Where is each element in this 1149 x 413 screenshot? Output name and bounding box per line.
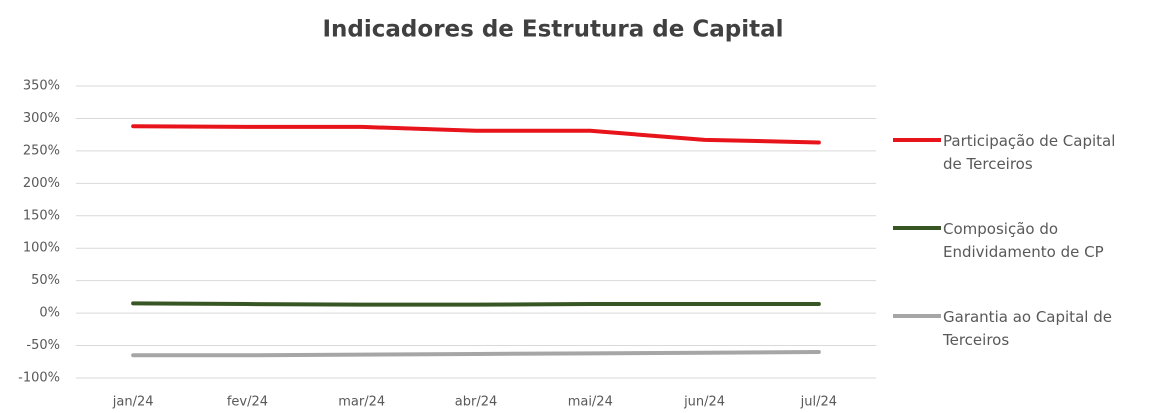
y-tick-label: 0% (39, 306, 60, 321)
legend-label: Garantia ao Capital de Terceiros (943, 308, 1112, 349)
x-tick-label: abr/24 (455, 395, 498, 410)
series-line (131, 301, 821, 307)
legend-label: Participação de Capital de Terceiros (943, 132, 1116, 173)
y-tick-label: 350% (23, 79, 60, 94)
chart-title: Indicadores de Estrutura de Capital (323, 17, 784, 43)
y-tick-label: 100% (23, 241, 60, 256)
legend-swatch (893, 226, 941, 230)
legend-swatch (893, 314, 941, 318)
y-tick-label: 200% (23, 176, 60, 191)
series-line (131, 350, 821, 358)
x-tick-label: mar/24 (338, 395, 385, 410)
legend-label: Composição do Endividamento de CP (943, 220, 1104, 261)
legend-swatch (893, 138, 941, 142)
legend-item: Garantia ao Capital de Terceiros (893, 306, 1143, 352)
y-tick-label: 250% (23, 143, 60, 158)
legend-item: Composição do Endividamento de CP (893, 218, 1143, 264)
series-line (131, 124, 821, 145)
legend-item: Participação de Capital de Terceiros (893, 130, 1143, 176)
y-tick-label: 150% (23, 208, 60, 223)
y-tick-label: 50% (31, 273, 60, 288)
y-tick-label: 300% (23, 111, 60, 126)
x-tick-label: jul/24 (800, 395, 837, 410)
x-tick-label: jun/24 (683, 395, 725, 410)
x-tick-label: mai/24 (568, 395, 613, 410)
y-tick-label: -50% (26, 338, 60, 353)
x-tick-label: jan/24 (112, 395, 154, 410)
x-tick-label: fev/24 (227, 395, 268, 410)
y-tick-label: -100% (18, 371, 60, 386)
